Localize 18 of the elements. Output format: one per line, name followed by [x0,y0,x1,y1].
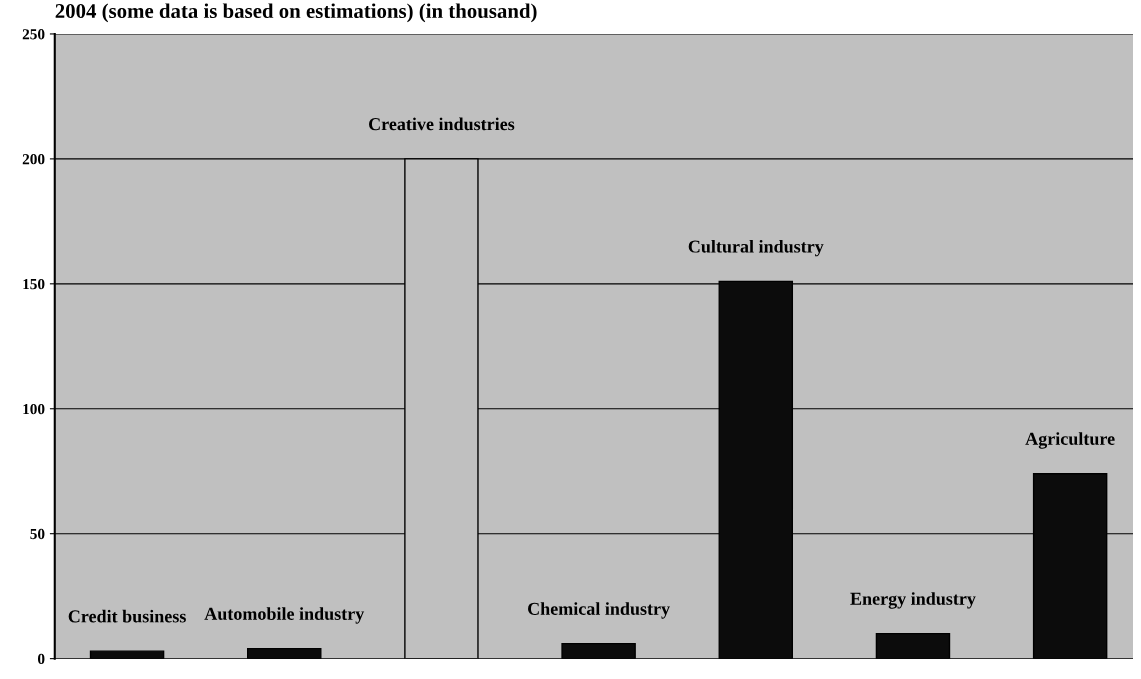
bar [875,632,951,659]
bar [89,650,165,659]
x-tick-label: Credit business [68,609,186,623]
x-tick-label: Creative industries [369,117,515,131]
y-tick-label: 250 [22,29,45,40]
x-tick-label: Agriculture [1025,432,1115,449]
x-tick-label: Chemical industry [528,602,670,619]
x-tick-label: Cultural industry [688,239,824,257]
x-tick-label: Energy industry [850,592,976,609]
y-tick-label: 200 [22,154,45,165]
y-tick-label: 150 [23,278,45,290]
y-tick-label: 0 [37,653,45,665]
chart-title: 2004 (some data is based on estimations) (in thousand) [55,3,537,23]
bar [561,642,636,659]
y-tick-label: 50 [30,528,45,540]
x-tick-label: Automobile industry [204,607,365,624]
bar [247,647,322,659]
y-tick-label: 100 [23,403,45,415]
